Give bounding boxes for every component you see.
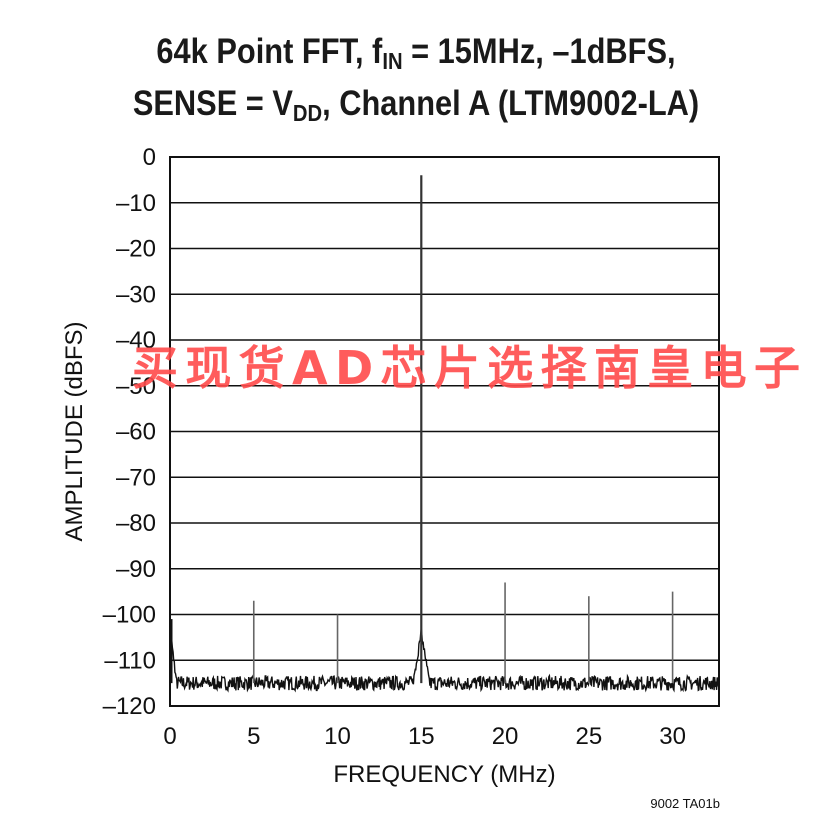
x-tick-label: 15 <box>408 723 435 750</box>
title-line-1-text: 64k Point FFT, f <box>156 32 383 71</box>
y-tick-label: 0 <box>143 144 156 171</box>
x-tick-label: 10 <box>324 723 351 750</box>
y-tick-label: –70 <box>116 464 156 491</box>
y-tick-label: –60 <box>116 419 156 446</box>
y-tick-label: –110 <box>104 647 156 674</box>
title-line-1-subscript: IN <box>382 48 403 74</box>
grid-lines <box>170 156 719 707</box>
x-tick-label: 25 <box>575 723 602 750</box>
figure-code: 9002 TA01b <box>650 796 720 811</box>
y-tick-label: –40 <box>116 327 156 354</box>
y-tick-label: –90 <box>116 556 156 583</box>
noise-floor-trace <box>169 624 720 693</box>
y-tick-label: –80 <box>116 510 156 537</box>
x-axis-label: FREQUENCY (MHz) <box>333 761 555 788</box>
x-tick-labels: 0 5 10 15 20 25 30 <box>163 723 686 750</box>
y-tick-label: –100 <box>103 602 156 629</box>
y-tick-label: –20 <box>116 236 156 263</box>
title-line-2-text: SENSE = V <box>132 84 293 123</box>
y-tick-label: –50 <box>116 373 156 400</box>
x-tick-label: 20 <box>492 723 519 750</box>
plot-frame <box>169 156 720 707</box>
chart-title-line-2: SENSE = VDD, Channel A (LTM9002-LA) <box>50 84 782 127</box>
watermark-text: 买现货AD芯片选择南皇电子 <box>132 341 800 395</box>
y-tick-label: –30 <box>116 281 156 308</box>
title-line-2-subscript: DD <box>292 100 323 126</box>
y-tick-labels: 0 –10 –20 –30 –40 –50 –60 –70 –80 –90 –100 –110 –120 <box>103 144 156 720</box>
title-line-2-text-end: , Channel A (LTM9002-LA) <box>322 84 700 123</box>
y-tick-label: –10 <box>116 190 156 217</box>
y-tick-label: –120 <box>103 693 156 720</box>
x-tick-label: 30 <box>659 723 686 750</box>
chart-title-line-1: 64k Point FFT, fIN = 15MHz, –1dBFS, <box>50 32 782 75</box>
x-tick-label: 0 <box>163 723 176 750</box>
y-axis-label: AMPLITUDE (dBFS) <box>61 321 88 541</box>
title-line-1-text-end: = 15MHz, –1dBFS, <box>402 32 676 71</box>
fft-trace <box>169 175 720 693</box>
x-tick-label: 5 <box>247 723 260 750</box>
